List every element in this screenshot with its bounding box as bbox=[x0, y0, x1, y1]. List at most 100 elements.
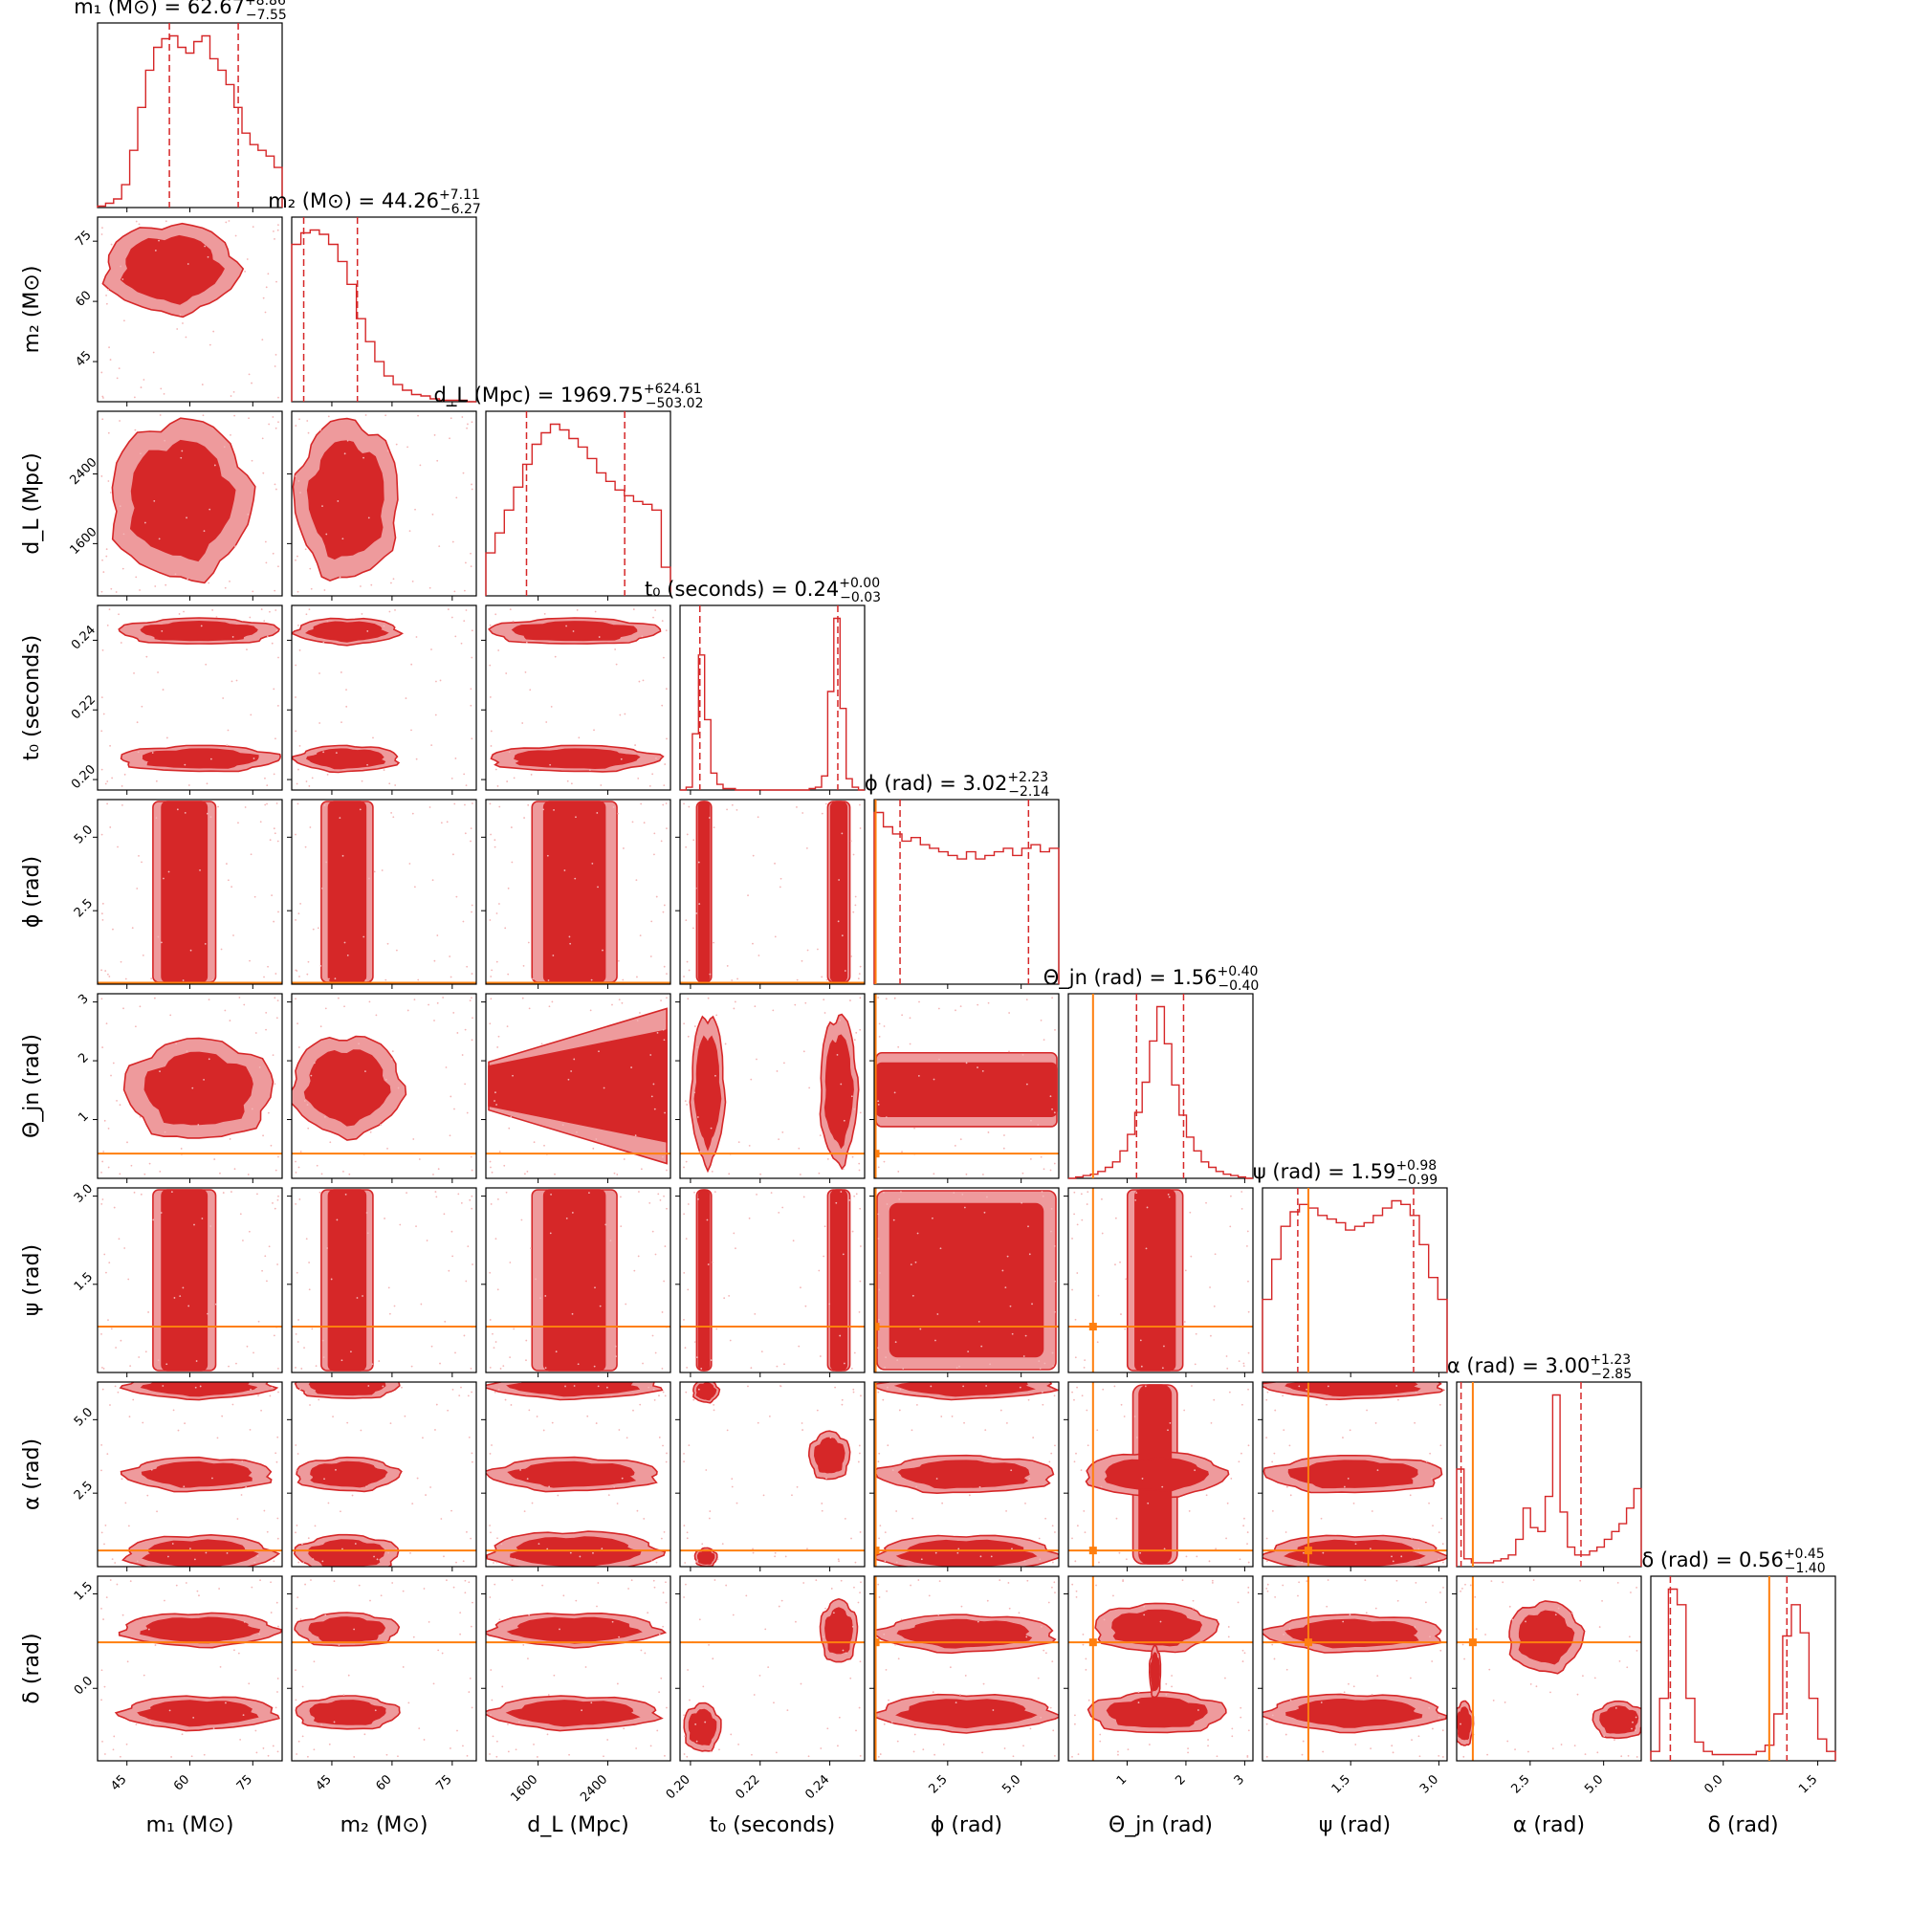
sample-dot bbox=[707, 1263, 710, 1265]
sample-dot bbox=[372, 736, 374, 739]
sample-dot bbox=[913, 1733, 916, 1736]
sample-dot bbox=[208, 582, 210, 584]
sample-dot bbox=[231, 1191, 232, 1193]
sample-dot bbox=[653, 853, 655, 856]
sample-dot bbox=[246, 1345, 249, 1348]
sample-dot bbox=[1006, 1255, 1009, 1258]
contours bbox=[292, 1382, 476, 1567]
sample-dot bbox=[820, 1747, 823, 1749]
sample-dot bbox=[683, 1022, 686, 1025]
sample-dot bbox=[570, 1070, 573, 1072]
sample-dot bbox=[305, 1238, 308, 1240]
sample-dot bbox=[626, 1437, 628, 1439]
sample-dot bbox=[911, 1517, 914, 1520]
sample-dot bbox=[1614, 1706, 1617, 1709]
sample-dot bbox=[306, 420, 309, 422]
sample-dot bbox=[405, 697, 407, 699]
sample-dot bbox=[959, 1694, 961, 1696]
sample-dot bbox=[1288, 1444, 1291, 1447]
sample-dot bbox=[277, 1195, 279, 1197]
sample-dot bbox=[1216, 1755, 1218, 1758]
sample-dot bbox=[466, 1530, 468, 1533]
sample-dot bbox=[341, 1548, 343, 1550]
sample-dot bbox=[643, 822, 646, 824]
sample-dot bbox=[650, 1560, 653, 1563]
sample-dot bbox=[1364, 1579, 1367, 1582]
sample-dot bbox=[434, 714, 437, 716]
sample-dot bbox=[101, 1160, 104, 1163]
sample-dot bbox=[105, 295, 107, 296]
sample-dot bbox=[664, 1245, 667, 1247]
sample-dot bbox=[884, 1560, 887, 1563]
pair-panel-theta_jn-vs-t0 bbox=[679, 993, 866, 1179]
pair-panel-phi-vs-t0 bbox=[679, 799, 866, 985]
sample-dot bbox=[937, 1614, 940, 1616]
sample-dot bbox=[566, 779, 569, 782]
sample-dot bbox=[312, 1558, 315, 1561]
contour bbox=[510, 1536, 642, 1567]
sample-dot bbox=[507, 1723, 509, 1725]
sample-dot bbox=[830, 1588, 833, 1590]
sample-dot bbox=[345, 705, 348, 708]
sample-dot bbox=[877, 1755, 880, 1758]
sample-dot bbox=[776, 1070, 779, 1072]
sample-dot bbox=[1284, 1733, 1287, 1736]
sample-dot bbox=[664, 1394, 667, 1397]
sample-dot bbox=[851, 1230, 854, 1233]
sample-dot bbox=[100, 998, 103, 1000]
y-axis-label-phi: ϕ (rad) bbox=[20, 856, 44, 928]
sample-dot bbox=[1053, 1245, 1056, 1247]
sample-dot bbox=[819, 1134, 822, 1137]
sample-dot bbox=[100, 730, 103, 733]
sample-dot bbox=[1266, 1391, 1269, 1394]
sample-dot bbox=[248, 1230, 251, 1233]
sample-dot bbox=[898, 1409, 901, 1412]
sample-dot bbox=[192, 1716, 195, 1719]
sample-dot bbox=[204, 942, 207, 945]
sample-dot bbox=[1099, 1733, 1102, 1736]
sample-dot bbox=[735, 1247, 736, 1250]
sample-dot bbox=[708, 1643, 710, 1646]
sample-dot bbox=[321, 505, 323, 508]
sample-dot bbox=[656, 1729, 659, 1732]
sample-dot bbox=[1165, 1682, 1168, 1685]
sample-dot bbox=[842, 1649, 845, 1652]
sample-dot bbox=[276, 1517, 279, 1520]
sample-dot bbox=[274, 1706, 277, 1709]
sample-dot bbox=[685, 1391, 688, 1394]
sample-dot bbox=[1415, 1391, 1417, 1394]
sample-dot bbox=[507, 973, 510, 976]
sample-dot bbox=[553, 1674, 556, 1677]
sample-dot bbox=[1049, 1095, 1052, 1098]
sample-dot bbox=[103, 1119, 106, 1122]
sample-dot bbox=[602, 949, 604, 952]
sample-dot bbox=[510, 826, 513, 828]
sample-dot bbox=[430, 1345, 433, 1348]
sample-dot bbox=[254, 1032, 257, 1034]
sample-dot bbox=[1598, 1626, 1601, 1628]
sample-dot bbox=[617, 959, 620, 962]
sample-dot bbox=[343, 941, 346, 944]
sample-dot bbox=[662, 1391, 665, 1394]
sample-dot bbox=[274, 609, 277, 611]
sample-dot bbox=[782, 1062, 785, 1065]
sample-dot bbox=[353, 1628, 356, 1631]
sample-dot bbox=[1167, 1429, 1169, 1432]
sample-dot bbox=[470, 1367, 472, 1370]
sample-dot bbox=[327, 415, 330, 418]
sample-dot bbox=[217, 805, 219, 808]
contour bbox=[507, 1460, 637, 1488]
sample-dot bbox=[1241, 1660, 1244, 1662]
sample-dot bbox=[237, 1652, 240, 1655]
sample-dot bbox=[179, 1295, 182, 1298]
sample-dot bbox=[121, 278, 124, 280]
sample-dot bbox=[1168, 1196, 1171, 1198]
sample-dot bbox=[298, 1388, 301, 1391]
sample-dot bbox=[773, 1701, 775, 1704]
sample-dot bbox=[726, 808, 728, 811]
sample-dot bbox=[694, 887, 697, 889]
sample-dot bbox=[1348, 1682, 1350, 1685]
sample-dot bbox=[276, 999, 279, 1002]
sample-dot bbox=[1396, 1599, 1399, 1602]
sample-dot bbox=[264, 777, 266, 779]
